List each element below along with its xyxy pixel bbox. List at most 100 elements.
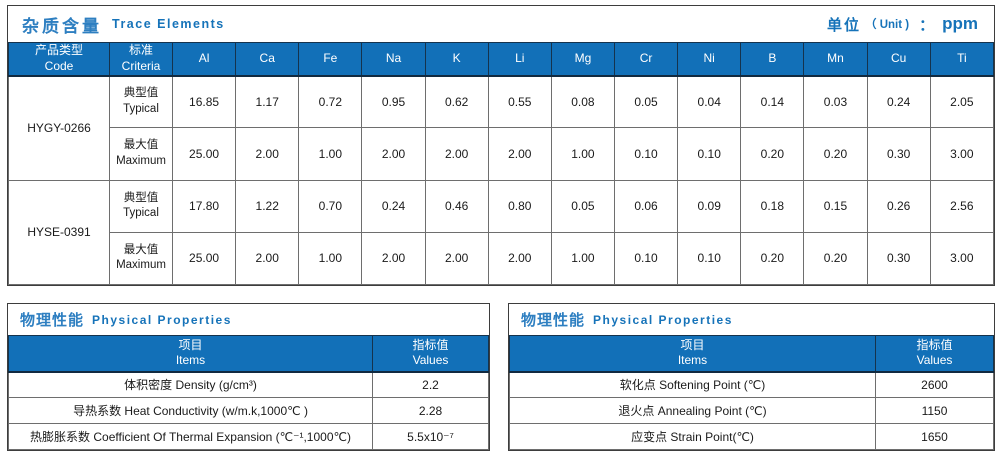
table-row-density: 体积密度 Density (g/cm³) 2.2 [8, 371, 489, 398]
column-header-items-cn: 项目 [178, 337, 203, 352]
column-header-b: B [740, 42, 805, 77]
column-header-ca: Ca [235, 42, 300, 77]
value-cell: 0.14 [740, 74, 805, 129]
column-header-items-cn: 项目 [680, 337, 705, 352]
criteria-label-en: Maximum [116, 154, 166, 167]
value-cell: 2.00 [424, 127, 489, 181]
trace-elements-titlebar: 杂质含量 Trace Elements 单位 （ Unit ) ： ppm [8, 6, 994, 42]
value-cell: 16.85 [171, 74, 237, 129]
table-row-hygy0266-typical: HYGY-0266 典型值 Typical 16.85 1.17 0.72 0.… [8, 74, 995, 181]
value-cell: 1.22 [235, 179, 300, 233]
physical-left-titlebar: 物理性能 Physical Properties [8, 304, 489, 335]
table-row-softening-point: 软化点 Softening Point (℃) 2600 [509, 371, 994, 398]
value-cell: 2.00 [487, 127, 552, 181]
value-cell: 0.30 [866, 127, 931, 181]
column-header-items: 项目 Items [8, 335, 373, 373]
column-header-criteria-cn: 标准 [128, 43, 153, 58]
physical-right-header-row: 项目 Items 指标值 Values [509, 335, 994, 373]
value-cell: 0.62 [424, 74, 489, 129]
physical-left-table: 项目 Items 指标值 Values 体积密度 Density (g/cm³)… [8, 335, 489, 450]
value-cell: 5.5x10⁻⁷ [372, 423, 489, 450]
column-header-ni: Ni [677, 42, 742, 77]
column-header-fe: Fe [298, 42, 363, 77]
unit-label-en: （ Unit ) [865, 19, 910, 31]
item-cell: 软化点 Softening Point (℃) [509, 371, 876, 398]
physical-left-title-cn: 物理性能 [20, 312, 85, 329]
table-row-thermal-expansion: 热膨胀系数 Coefficient Of Thermal Expansion (… [8, 423, 489, 450]
criteria-label-en: Maximum [116, 259, 166, 272]
value-cell: 25.00 [171, 127, 237, 181]
value-cell: 2.00 [235, 127, 300, 181]
trace-elements-title-en: Trace Elements [112, 17, 225, 31]
criteria-label-en: Typical [123, 207, 159, 220]
value-cell: 25.00 [171, 231, 237, 286]
trace-elements-header-row: 产品类型 Code 标准 Criteria Al Ca Fe Na K Li M… [8, 42, 995, 77]
value-cell: 1650 [875, 423, 994, 450]
value-cell: 0.20 [740, 127, 805, 181]
value-cell: 2.05 [929, 74, 995, 129]
value-cell: 2.2 [372, 371, 489, 398]
value-cell: 1150 [875, 397, 994, 424]
criteria-label-cn: 典型值 [123, 87, 159, 100]
column-header-mg: Mg [550, 42, 615, 77]
table-row-hyse0391-typical: HYSE-0391 典型值 Typical 17.80 1.22 0.70 0.… [8, 179, 995, 285]
value-cell: 0.80 [487, 179, 552, 233]
value-cell: 0.04 [677, 74, 742, 129]
value-cell: 1.17 [235, 74, 300, 129]
value-cell: 0.24 [361, 179, 426, 233]
value-cell: 17.80 [171, 179, 237, 233]
table-row-heat-conductivity: 导热系数 Heat Conductivity (w/m.k,1000℃ ) 2.… [8, 397, 489, 424]
value-cell: 0.03 [803, 74, 868, 129]
unit-value: ppm [942, 14, 978, 33]
item-cell: 导热系数 Heat Conductivity (w/m.k,1000℃ ) [8, 397, 373, 424]
physical-properties-left-panel: 物理性能 Physical Properties 项目 Items 指标值 Va… [7, 303, 490, 451]
value-cell: 0.05 [550, 179, 615, 233]
column-header-code-en: Code [44, 58, 74, 73]
physical-right-title-en: Physical Properties [593, 312, 733, 327]
column-header-code-cn: 产品类型 [34, 43, 83, 58]
value-cell: 0.09 [677, 179, 742, 233]
value-cell: 1.00 [298, 231, 363, 286]
column-header-mn: Mn [803, 42, 868, 77]
value-cell: 0.26 [866, 179, 931, 233]
value-cell: 0.10 [677, 231, 742, 286]
criteria-cell-typical: 典型值 Typical [109, 74, 173, 129]
criteria-label-cn: 最大值 [123, 243, 159, 256]
column-header-items-en: Items [677, 353, 708, 368]
value-cell: 0.10 [677, 127, 742, 181]
column-header-code: 产品类型 Code [8, 42, 110, 77]
value-cell: 0.20 [803, 127, 868, 181]
value-cell: 2.28 [372, 397, 489, 424]
value-cell: 0.70 [298, 179, 363, 233]
physical-right-title-cn: 物理性能 [521, 312, 586, 329]
value-cell: 2.00 [235, 231, 300, 286]
column-header-criteria: 标准 Criteria [109, 42, 173, 77]
value-cell: 0.18 [740, 179, 805, 233]
column-header-values-en: Values [412, 353, 449, 368]
column-header-values: 指标值 Values [875, 335, 994, 373]
column-header-li: Li [487, 42, 552, 77]
trace-elements-table: 产品类型 Code 标准 Criteria Al Ca Fe Na K Li M… [8, 42, 995, 286]
value-cell: 0.05 [613, 74, 679, 129]
value-cell: 2600 [875, 371, 994, 398]
value-cell: 0.46 [424, 179, 489, 233]
column-header-values-en: Values [916, 353, 953, 368]
item-cell: 退火点 Annealing Point (℃) [509, 397, 876, 424]
criteria-label-cn: 最大值 [123, 139, 159, 152]
column-header-ti: Ti [929, 42, 995, 77]
criteria-label-en: Typical [123, 102, 159, 115]
value-cell: 2.56 [929, 179, 995, 233]
unit-label-group: 单位 （ Unit ) ： ppm [827, 14, 978, 35]
value-cell: 0.10 [613, 231, 679, 286]
value-cell: 0.55 [487, 74, 552, 129]
value-cell: 1.00 [298, 127, 363, 181]
physical-right-table: 项目 Items 指标值 Values 软化点 Softening Point … [509, 335, 994, 450]
value-cell: 0.24 [866, 74, 931, 129]
unit-colon: ： [919, 16, 935, 34]
column-header-values-cn: 指标值 [412, 337, 449, 352]
item-cell: 体积密度 Density (g/cm³) [8, 371, 373, 398]
table-row-annealing-point: 退火点 Annealing Point (℃) 1150 [509, 397, 994, 424]
criteria-label-cn: 典型值 [123, 191, 159, 204]
column-header-items-en: Items [175, 353, 206, 368]
value-cell: 0.06 [613, 179, 679, 233]
